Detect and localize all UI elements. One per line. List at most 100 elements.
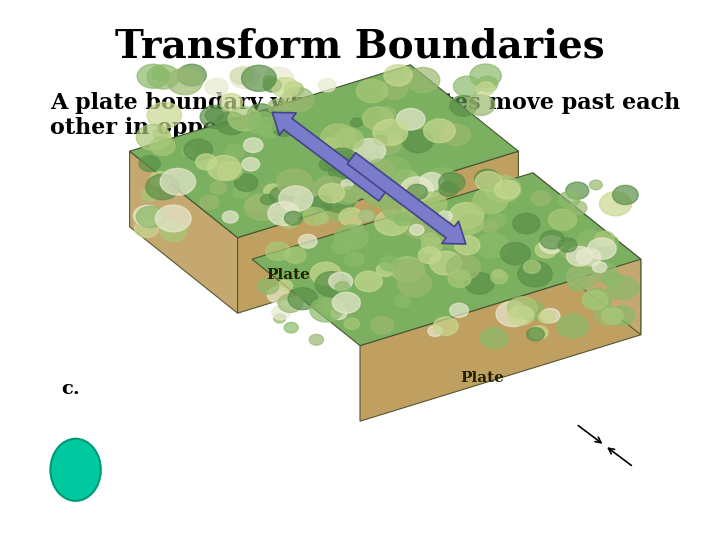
Circle shape [279, 186, 313, 212]
Circle shape [441, 227, 469, 249]
Circle shape [448, 271, 471, 287]
Circle shape [299, 234, 317, 248]
Circle shape [433, 317, 458, 335]
Circle shape [569, 201, 587, 214]
Circle shape [312, 195, 332, 211]
Circle shape [243, 138, 263, 152]
Circle shape [331, 308, 347, 320]
Circle shape [150, 172, 171, 187]
Circle shape [523, 261, 541, 273]
Circle shape [319, 184, 345, 202]
Text: Plate: Plate [266, 268, 310, 282]
Circle shape [266, 242, 290, 260]
Circle shape [393, 170, 418, 189]
Text: Plate: Plate [461, 371, 504, 385]
Circle shape [513, 213, 540, 234]
Circle shape [379, 107, 395, 119]
Circle shape [530, 326, 548, 339]
Circle shape [449, 202, 484, 228]
Circle shape [325, 148, 359, 173]
Circle shape [326, 158, 338, 167]
Circle shape [508, 297, 537, 319]
Circle shape [402, 205, 417, 217]
Circle shape [391, 256, 424, 282]
Circle shape [540, 231, 564, 249]
Circle shape [374, 135, 387, 145]
Circle shape [334, 305, 346, 314]
Circle shape [362, 174, 375, 184]
Circle shape [282, 87, 314, 112]
Circle shape [567, 265, 598, 288]
Circle shape [394, 295, 410, 307]
Circle shape [321, 186, 356, 212]
Text: A plate boundary where two plates move past each
other in opposite direction.: A plate boundary where two plates move p… [50, 92, 680, 139]
Circle shape [470, 64, 501, 87]
Circle shape [500, 242, 531, 265]
Circle shape [609, 306, 635, 326]
Circle shape [477, 76, 498, 92]
Circle shape [558, 238, 577, 252]
Circle shape [336, 282, 350, 293]
Circle shape [613, 185, 638, 205]
Circle shape [222, 211, 238, 223]
Circle shape [205, 108, 223, 122]
Circle shape [244, 194, 280, 220]
Circle shape [598, 306, 611, 316]
Circle shape [406, 68, 440, 92]
Circle shape [133, 205, 161, 226]
Circle shape [601, 308, 624, 324]
Circle shape [205, 78, 228, 96]
Circle shape [141, 188, 158, 201]
Circle shape [334, 225, 368, 250]
Circle shape [375, 210, 409, 235]
Circle shape [430, 251, 462, 275]
Circle shape [364, 185, 393, 207]
Circle shape [592, 263, 618, 282]
Circle shape [477, 82, 495, 95]
Circle shape [136, 206, 165, 227]
Circle shape [341, 180, 353, 188]
Circle shape [310, 298, 342, 322]
Circle shape [216, 112, 246, 134]
Circle shape [284, 322, 298, 333]
Circle shape [268, 99, 288, 114]
Circle shape [384, 65, 413, 86]
Circle shape [230, 68, 253, 84]
Circle shape [235, 174, 258, 192]
Circle shape [163, 168, 178, 179]
Circle shape [345, 252, 364, 267]
Circle shape [177, 64, 207, 86]
Circle shape [425, 168, 458, 193]
Circle shape [418, 247, 441, 264]
Circle shape [147, 102, 181, 128]
Circle shape [557, 314, 588, 338]
Circle shape [334, 128, 364, 150]
Circle shape [276, 169, 312, 195]
Circle shape [519, 301, 544, 320]
Circle shape [167, 68, 202, 94]
Circle shape [601, 235, 618, 248]
Polygon shape [533, 173, 641, 335]
Circle shape [387, 189, 402, 201]
Circle shape [312, 177, 348, 204]
Circle shape [450, 218, 476, 238]
Circle shape [467, 94, 495, 116]
Circle shape [268, 201, 300, 226]
Circle shape [284, 247, 306, 264]
Circle shape [518, 261, 552, 287]
Circle shape [373, 119, 408, 145]
Circle shape [137, 64, 169, 88]
Circle shape [402, 212, 438, 239]
Circle shape [339, 208, 364, 226]
Circle shape [309, 334, 323, 345]
Circle shape [450, 96, 477, 116]
Circle shape [454, 235, 480, 255]
Circle shape [465, 273, 494, 294]
Circle shape [566, 182, 589, 199]
Circle shape [492, 269, 504, 279]
Circle shape [351, 118, 363, 127]
Circle shape [328, 157, 364, 184]
Circle shape [160, 221, 186, 241]
Circle shape [274, 314, 286, 323]
Circle shape [351, 222, 363, 232]
